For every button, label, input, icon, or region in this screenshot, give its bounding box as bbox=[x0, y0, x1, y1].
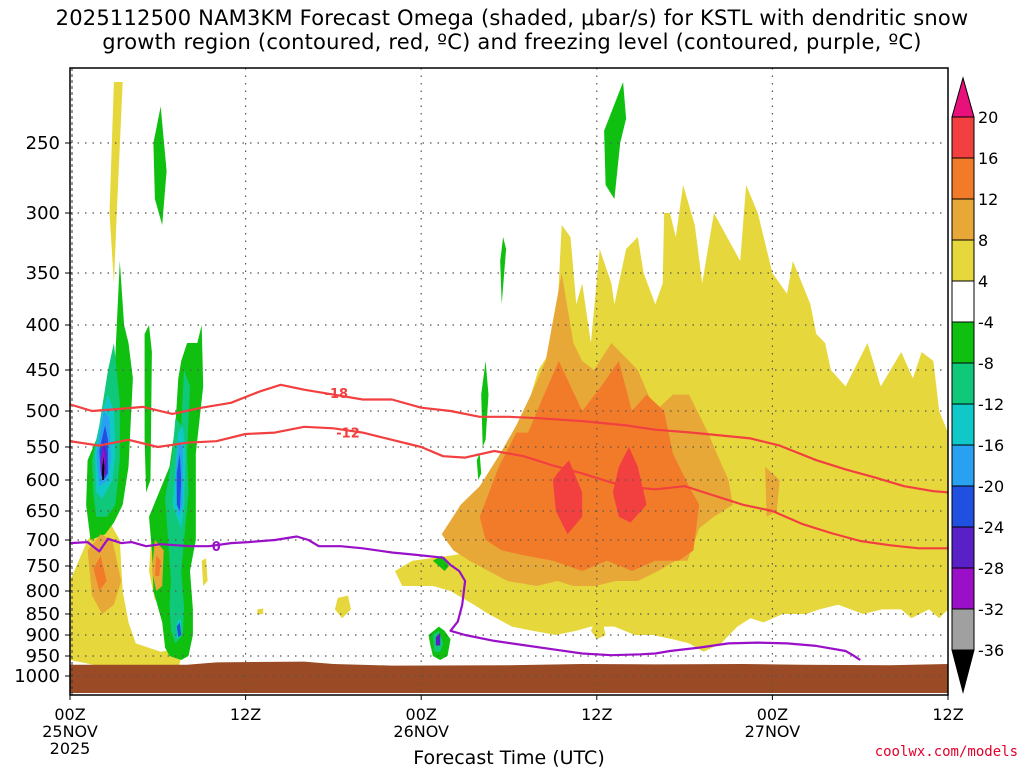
x-tick-label-12-0: 12Z bbox=[230, 705, 261, 724]
contour-layer bbox=[70, 383, 948, 661]
colorbar-bin-7 bbox=[951, 362, 975, 405]
y-tick-label-650: 650 bbox=[26, 501, 60, 522]
chart-title-line-1: 2025112500 NAM3KM Forecast Omega (shaded… bbox=[55, 6, 969, 30]
colorbar-bin-2 bbox=[951, 157, 975, 200]
contour-label-layer: -18 -12 0 bbox=[212, 387, 360, 555]
omega-region-36 bbox=[176, 453, 182, 511]
y-tick-label-850: 850 bbox=[26, 604, 60, 625]
plot-frame bbox=[69, 67, 949, 696]
omega-region-5 bbox=[334, 595, 351, 619]
omega-region-9 bbox=[153, 106, 167, 225]
colorbar-label-4: 4 bbox=[978, 272, 988, 291]
y-tick-label-600: 600 bbox=[26, 470, 60, 491]
dendritic-contour--18-label: -18 bbox=[325, 387, 349, 402]
x-tick-label-0-0: 00Z bbox=[54, 705, 85, 724]
omega-region-37 bbox=[176, 622, 182, 638]
omega-region-7 bbox=[590, 622, 606, 640]
freezing-level-contour bbox=[70, 535, 861, 661]
colorbar-top-arrow bbox=[951, 76, 975, 118]
y-tick-label-450: 450 bbox=[26, 360, 60, 381]
y-tick-label-950: 950 bbox=[26, 646, 60, 667]
omega-region-14 bbox=[481, 361, 489, 447]
y-tick-label-500: 500 bbox=[26, 401, 60, 422]
colorbar-bin-5 bbox=[951, 280, 975, 323]
omega-region-25 bbox=[93, 555, 107, 591]
colorbar-label-3: 8 bbox=[978, 231, 988, 250]
omega-region-39 bbox=[435, 632, 441, 646]
colorbar-bottom-arrow bbox=[951, 649, 975, 694]
x-tick-label-24-0: 00Z bbox=[406, 705, 437, 724]
grid-layer bbox=[70, 68, 948, 695]
omega-region-26 bbox=[154, 555, 161, 576]
colorbar-bin-11 bbox=[951, 526, 975, 569]
omega-region-15 bbox=[476, 453, 482, 480]
x-tick-label-0-2: 2025 bbox=[50, 739, 91, 758]
omega-region-4 bbox=[257, 608, 264, 615]
chart-title-line-2: growth region (contoured, red, ºC) and f… bbox=[102, 30, 922, 54]
colorbar-bin-9 bbox=[951, 444, 975, 487]
dendritic-contour--12-label: -12 bbox=[336, 427, 360, 442]
y-tick-label-900: 900 bbox=[26, 625, 60, 646]
y-tick-label-550: 550 bbox=[26, 437, 60, 458]
x-tick-label-48-0: 00Z bbox=[757, 705, 788, 724]
watermark-url: coolwx.com/models bbox=[874, 744, 1018, 760]
x-tick-label-60-0: 12Z bbox=[932, 705, 963, 724]
omega-region-3 bbox=[201, 558, 208, 586]
colorbar-label-2: 12 bbox=[978, 190, 998, 209]
terrain-ground bbox=[70, 661, 948, 693]
omega-region-32 bbox=[612, 447, 647, 523]
colorbar-label-12: -32 bbox=[978, 600, 1004, 619]
colorbar-bin-4 bbox=[951, 239, 975, 282]
y-tick-label-300: 300 bbox=[26, 203, 60, 224]
omega-region-0 bbox=[109, 82, 123, 284]
colorbar-bin-3 bbox=[951, 198, 975, 241]
colorbar-label-10: -24 bbox=[978, 518, 1004, 537]
colorbar-label-6: -8 bbox=[978, 354, 994, 373]
colorbar-bin-6 bbox=[951, 321, 975, 364]
y-tick-label-1000: 1000 bbox=[14, 666, 60, 687]
colorbar-label-11: -28 bbox=[978, 559, 1004, 578]
omega-region-31 bbox=[552, 460, 583, 535]
colorbar-label-5: -4 bbox=[978, 313, 994, 332]
dendritic-contour--18 bbox=[70, 383, 948, 494]
colorbar-label-13: -36 bbox=[978, 641, 1004, 660]
colorbar-label-0: 20 bbox=[978, 108, 998, 127]
y-tick-label-250: 250 bbox=[26, 133, 60, 154]
x-tick-label-24-1: 26NOV bbox=[393, 722, 449, 741]
y-tick-label-800: 800 bbox=[26, 581, 60, 602]
y-tick-label-700: 700 bbox=[26, 530, 60, 551]
terrain-layer bbox=[70, 661, 948, 693]
dendritic-contour--12 bbox=[70, 425, 948, 550]
omega-shading-layer bbox=[70, 82, 948, 672]
x-axis-label: Forecast Time (UTC) bbox=[413, 747, 604, 768]
omega-region-21 bbox=[765, 466, 780, 517]
omega-region-12 bbox=[432, 555, 449, 571]
omega-region-27 bbox=[479, 361, 700, 571]
colorbar-label-7: -12 bbox=[978, 395, 1004, 414]
colorbar-bin-12 bbox=[951, 567, 975, 610]
x-tick-label-0-1: 25NOV bbox=[42, 722, 98, 741]
x-tick-label-48-1: 27NOV bbox=[745, 722, 801, 741]
y-tick-label-350: 350 bbox=[26, 263, 60, 284]
omega-region-41 bbox=[102, 456, 105, 480]
axis-layer: 2503003504004505005506006507007508008509… bbox=[14, 133, 964, 758]
colorbar: 20 16 12 8 4 -4 -8 -12 -16 -20 -24 -28 -32 -36 bbox=[951, 76, 1004, 694]
colorbar-label-1: 16 bbox=[978, 149, 998, 168]
colorbar-bin-13 bbox=[951, 608, 975, 651]
colorbar-bin-8 bbox=[951, 403, 975, 446]
x-tick-label-36-0: 12Z bbox=[581, 705, 612, 724]
colorbar-bin-10 bbox=[951, 485, 975, 528]
y-tick-label-400: 400 bbox=[26, 315, 60, 336]
y-tick-label-750: 750 bbox=[26, 556, 60, 577]
colorbar-label-8: -16 bbox=[978, 436, 1004, 455]
omega-region-13 bbox=[500, 237, 507, 305]
colorbar-label-9: -20 bbox=[978, 477, 1004, 496]
freezing-level-contour-label: 0 bbox=[212, 540, 221, 555]
colorbar-bin-1 bbox=[951, 116, 975, 159]
omega-region-16 bbox=[604, 82, 627, 199]
